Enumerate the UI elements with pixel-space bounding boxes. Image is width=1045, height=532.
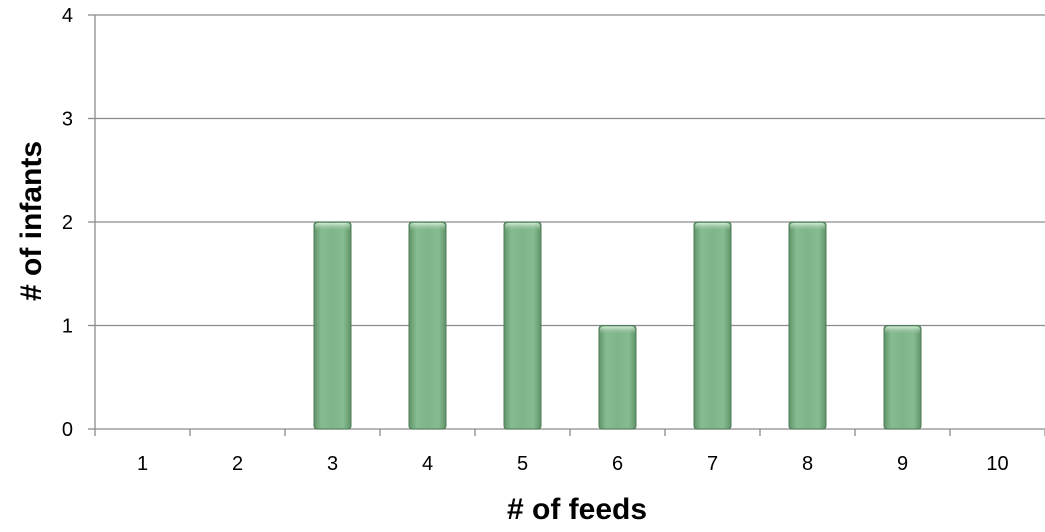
x-axis-title: # of feeds <box>507 493 647 526</box>
bar-8 <box>788 221 827 430</box>
tick-labels: 0 1 2 3 4 1 2 3 4 5 6 7 8 9 10 <box>62 5 1009 475</box>
bar-group-6 <box>598 325 637 430</box>
bar-highlight-5 <box>505 223 540 231</box>
bar-highlight-3 <box>315 223 350 231</box>
x-tick-label: 3 <box>327 453 338 475</box>
x-tick-label: 1 <box>137 453 148 475</box>
bar-group-3 <box>313 221 352 430</box>
y-tick-label: 1 <box>62 316 73 338</box>
x-tick-label: 4 <box>422 453 433 475</box>
bar-group-9 <box>883 325 922 430</box>
x-tick-label: 6 <box>612 453 623 475</box>
y-axis-title: # of infants <box>15 141 48 301</box>
bar-6 <box>598 325 637 430</box>
bars <box>313 221 922 430</box>
x-tick-label: 9 <box>897 453 908 475</box>
bar-group-4 <box>408 221 447 430</box>
x-tick-label: 5 <box>517 453 528 475</box>
bar-highlight-7 <box>695 223 730 231</box>
bar-3 <box>313 221 352 430</box>
x-tick-label: 2 <box>232 453 243 475</box>
y-tick-label: 0 <box>62 419 73 441</box>
bar-group-8 <box>788 221 827 430</box>
bar-group-7 <box>693 221 732 430</box>
x-tick-label: 8 <box>802 453 813 475</box>
bar-5 <box>503 221 542 430</box>
y-tick-label: 2 <box>62 212 73 234</box>
bar-highlight-8 <box>790 223 825 231</box>
x-tick-label: 7 <box>707 453 718 475</box>
y-tick-label: 4 <box>62 5 73 27</box>
x-tick-label: 10 <box>986 453 1008 475</box>
bar-4 <box>408 221 447 430</box>
bar-7 <box>693 221 732 430</box>
bar-highlight-4 <box>410 223 445 231</box>
bar-9 <box>883 325 922 430</box>
bar-highlight-6 <box>600 326 635 335</box>
bar-highlight-9 <box>885 326 920 335</box>
bar-group-5 <box>503 221 542 430</box>
gridlines <box>95 14 1045 327</box>
y-tick-label: 3 <box>62 109 73 131</box>
